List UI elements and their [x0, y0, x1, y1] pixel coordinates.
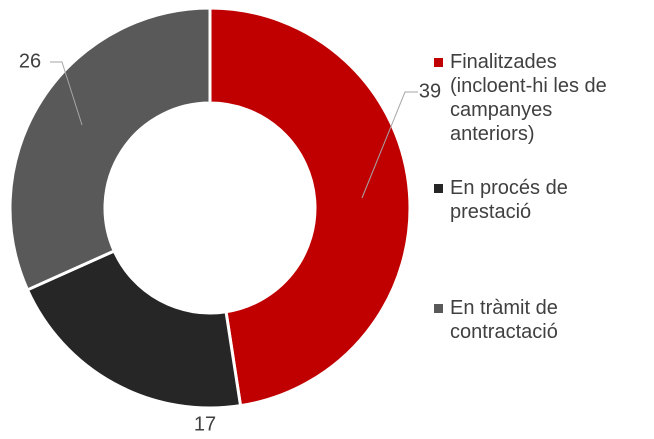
legend-swatch	[434, 304, 443, 313]
leader-line	[361, 91, 418, 199]
donut-slice	[8, 6, 212, 292]
legend-label: En tràmit de contractació	[450, 297, 558, 343]
legend-swatch	[434, 184, 443, 193]
data-label: 39	[419, 80, 441, 102]
legend-item: Finalitzades (incloent-hi les de campany…	[432, 50, 632, 146]
legend-item: En procés de prestació	[432, 176, 632, 224]
donut-slice	[25, 248, 243, 410]
data-label: 17	[194, 413, 216, 435]
legend-swatch	[434, 58, 443, 67]
legend-label: Finalitzades (incloent-hi les de campany…	[450, 51, 607, 145]
legend-item: En tràmit de contractació	[432, 296, 632, 344]
legend-label: En procés de prestació	[450, 177, 568, 223]
data-label: 26	[19, 50, 41, 72]
donut-slice	[208, 6, 412, 408]
leader-line	[50, 61, 83, 126]
